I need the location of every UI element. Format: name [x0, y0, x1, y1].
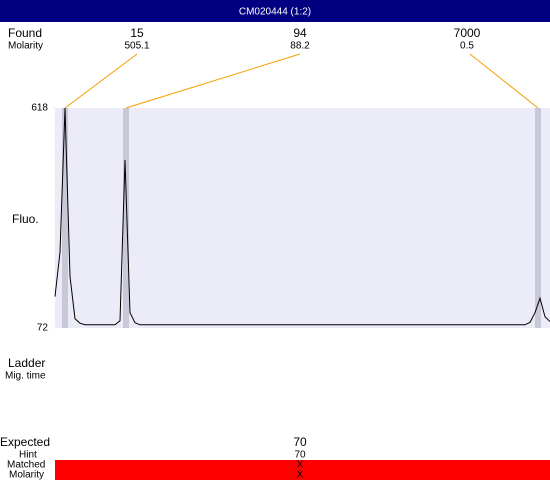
peak-band [123, 108, 129, 328]
found-label: Found [8, 26, 42, 40]
peak-size: 94 [293, 26, 307, 40]
matched-value: X [297, 460, 304, 471]
peak-size: 7000 [454, 26, 481, 40]
peak-connector [469, 53, 539, 109]
ladder-label: Ladder [8, 356, 45, 370]
y-label: Fluo. [12, 212, 39, 226]
matched-label: Matched [7, 460, 45, 471]
peak-connector [125, 53, 301, 109]
peak-band [535, 108, 541, 328]
molarity-label: Molarity [8, 41, 43, 52]
expected-value: 70 [293, 435, 307, 449]
title-bar [0, 0, 550, 22]
peak-molarity: 88.2 [290, 41, 310, 52]
plot-area [55, 108, 550, 328]
peak-molarity: 505.1 [124, 41, 149, 52]
trace [54, 107, 550, 326]
hint-value: 70 [294, 450, 306, 461]
hint-label: Hint [19, 450, 37, 461]
peak-connector [64, 53, 138, 109]
expected-label: Expected [0, 435, 50, 449]
peak-band [62, 108, 68, 328]
match-bar [55, 460, 550, 480]
mig-time-label: Mig. time [5, 371, 46, 382]
peak-molarity: 0.5 [460, 41, 474, 52]
molarity-label: Molarity [9, 470, 44, 480]
peak-size: 15 [130, 26, 144, 40]
molarity-value: X [297, 470, 304, 480]
title: CM020444 (1:2) [239, 7, 311, 18]
y-tick-label: 72 [37, 323, 49, 334]
y-tick-label: 618 [31, 103, 48, 114]
